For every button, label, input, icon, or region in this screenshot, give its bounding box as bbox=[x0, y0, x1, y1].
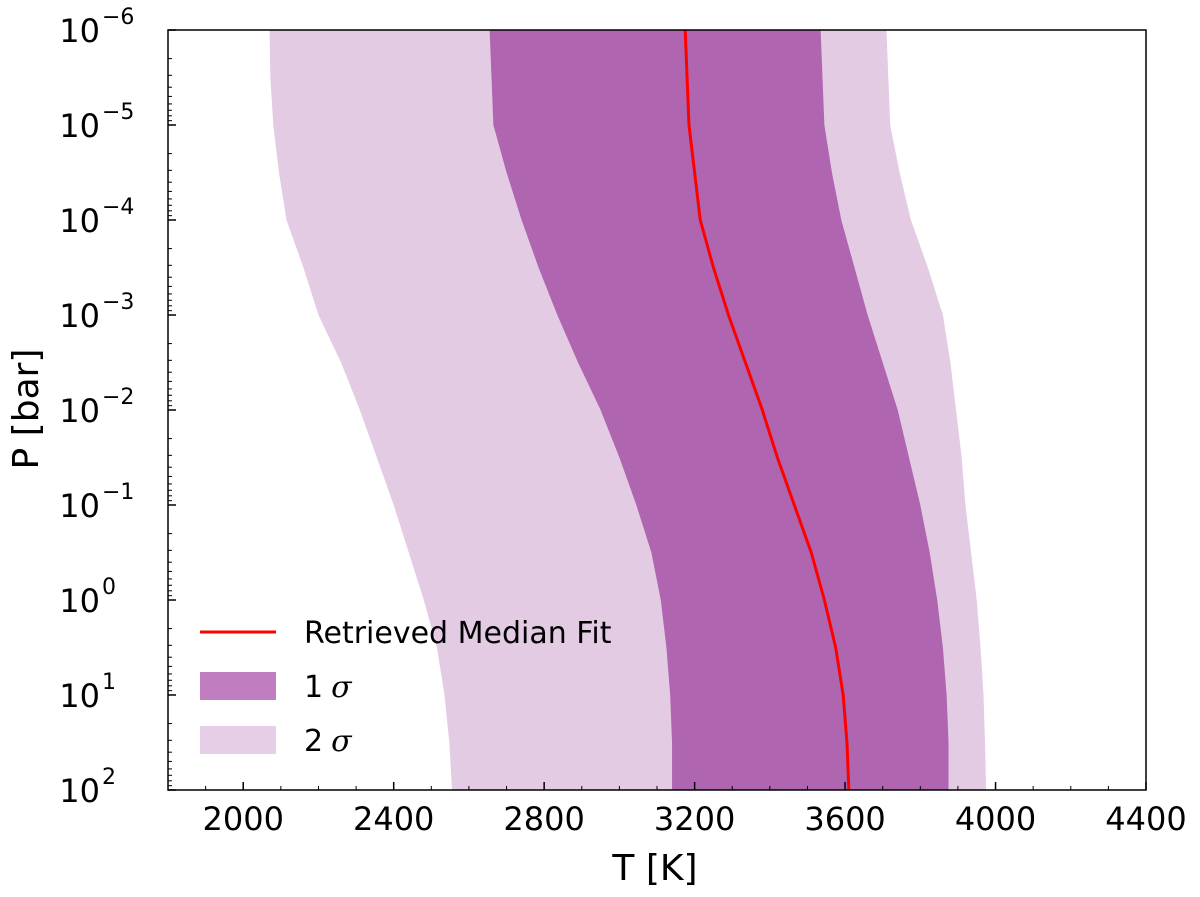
band-1sigma bbox=[489, 30, 949, 790]
y-tick-exponent: 0 bbox=[102, 575, 116, 600]
y-tick-label: 10 bbox=[59, 582, 100, 620]
x-tick-label: 3600 bbox=[804, 800, 885, 838]
median-fit-layer bbox=[683, 29, 851, 791]
y-tick-label: 10 bbox=[59, 772, 100, 810]
x-axis-ticks: 2000 2400 2800 3200 3600 4000 4400 bbox=[203, 782, 1187, 838]
y-tick-label: 10 bbox=[59, 107, 100, 145]
median-fit-line bbox=[683, 29, 851, 791]
x-tick-label: 4400 bbox=[1105, 800, 1186, 838]
y-tick-label: 10 bbox=[59, 12, 100, 50]
y-axis-label: P [bar] bbox=[6, 349, 47, 470]
legend-label-median: Retrieved Median Fit bbox=[304, 616, 612, 651]
x-tick-label: 3200 bbox=[654, 800, 735, 838]
legend-swatch-2sigma bbox=[200, 726, 276, 754]
x-tick-label: 2400 bbox=[353, 800, 434, 838]
legend-swatch-1sigma bbox=[200, 672, 276, 700]
confidence-bands bbox=[269, 30, 987, 790]
legend-label-2sigma-symbol: σ bbox=[331, 724, 353, 759]
y-tick-exponent: −6 bbox=[102, 5, 134, 30]
x-tick-label: 2000 bbox=[203, 800, 284, 838]
x-axis-label: T [K] bbox=[611, 848, 697, 889]
y-tick-label: 10 bbox=[59, 487, 100, 525]
x-tick-label: 4000 bbox=[955, 800, 1036, 838]
x-tick-label: 2800 bbox=[503, 800, 584, 838]
y-tick-label: 10 bbox=[59, 297, 100, 335]
y-tick-label: 10 bbox=[59, 202, 100, 240]
y-tick-exponent: 1 bbox=[102, 670, 116, 695]
y-tick-label: 10 bbox=[59, 392, 100, 430]
y-tick-label: 10 bbox=[59, 677, 100, 715]
legend-label-1sigma-symbol: σ bbox=[331, 670, 353, 705]
legend-label-2sigma-number: 2 bbox=[304, 724, 323, 759]
y-tick-exponent: 2 bbox=[102, 765, 116, 790]
y-tick-exponent: −3 bbox=[102, 290, 134, 315]
y-tick-exponent: −5 bbox=[102, 100, 134, 125]
legend-label-1sigma-number: 1 bbox=[304, 670, 323, 705]
y-tick-exponent: −4 bbox=[102, 195, 134, 220]
y-tick-exponent: −2 bbox=[102, 385, 134, 410]
y-tick-exponent: −1 bbox=[102, 480, 134, 505]
